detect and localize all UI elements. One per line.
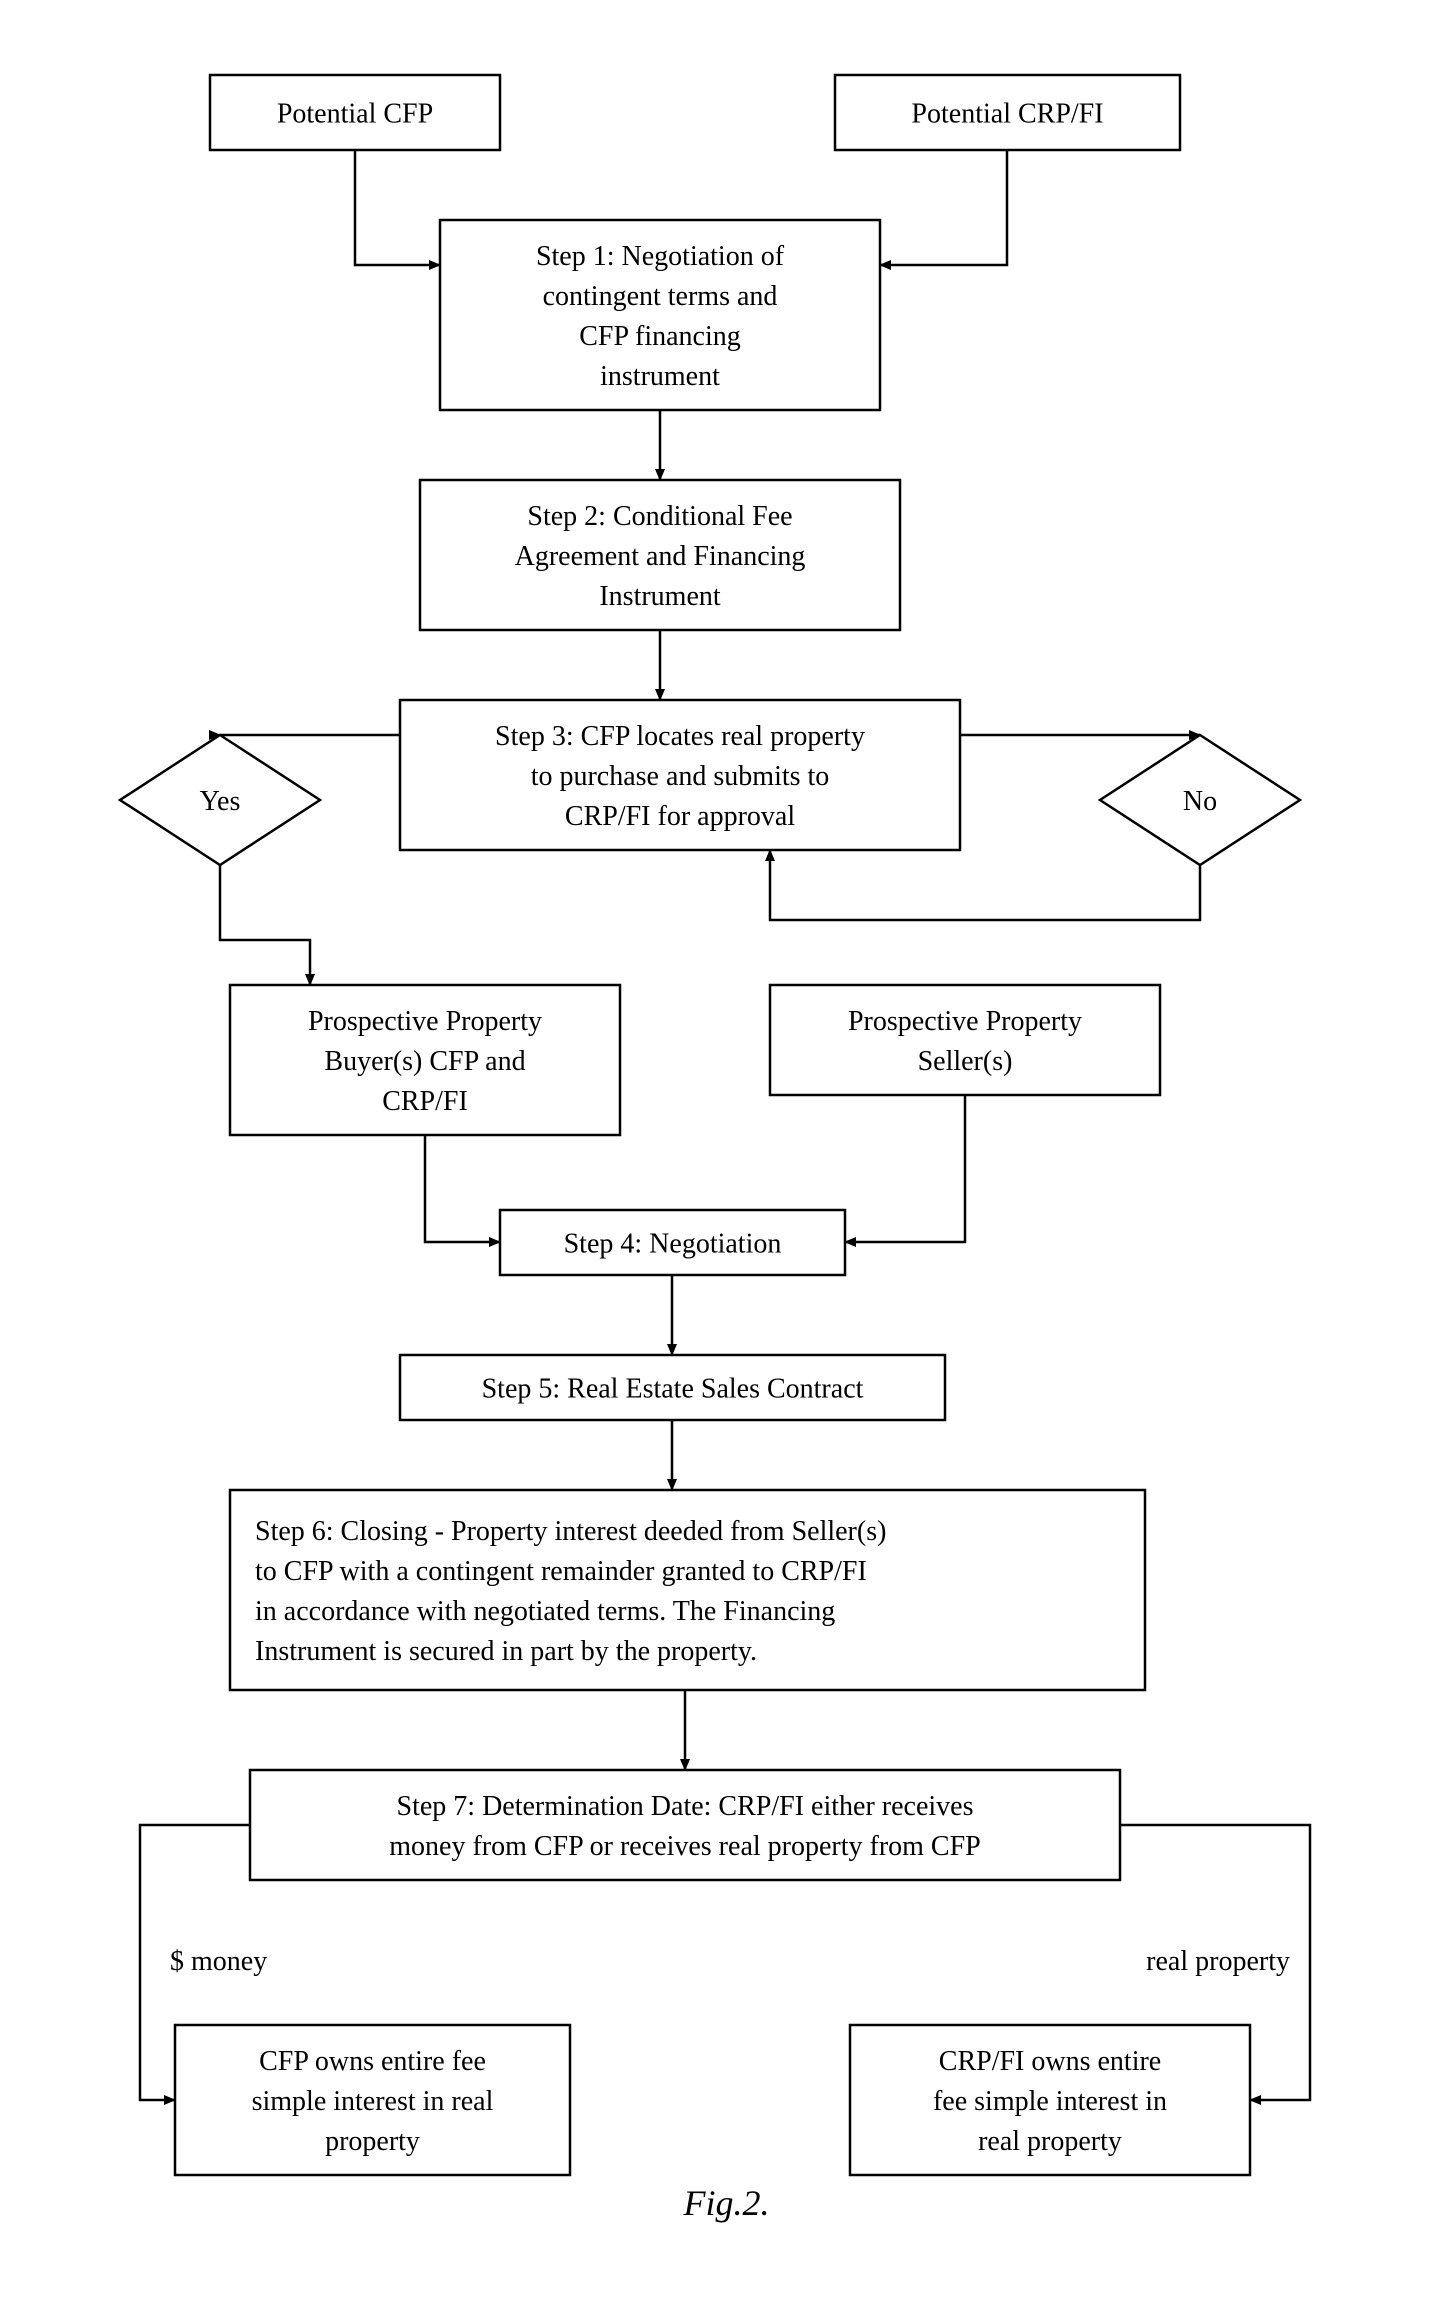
node-step7 <box>250 1770 1120 1880</box>
label-step4: Step 4: Negotiation <box>564 1229 782 1260</box>
label-no: No <box>1183 786 1217 817</box>
label-step5: Step 5: Real Estate Sales Contract <box>482 1374 864 1405</box>
edge-yes-buyers <box>220 865 310 985</box>
node-sellers <box>770 985 1160 1095</box>
label-yes: Yes <box>200 786 241 817</box>
edge-sellers-step4 <box>845 1095 965 1242</box>
edge-no-step3 <box>770 850 1200 920</box>
edge-crpfi-step1 <box>880 150 1007 265</box>
label-cfp: Potential CFP <box>277 99 433 130</box>
edge-cfp-step1 <box>355 150 440 265</box>
edge-label-real: real property <box>1146 1946 1290 1977</box>
label-crpfi: Potential CRP/FI <box>911 99 1103 130</box>
edge-buyers-step4 <box>425 1135 500 1242</box>
figure-caption: Fig.2. <box>683 2183 770 2223</box>
edge-label-money: $ money <box>170 1946 267 1977</box>
